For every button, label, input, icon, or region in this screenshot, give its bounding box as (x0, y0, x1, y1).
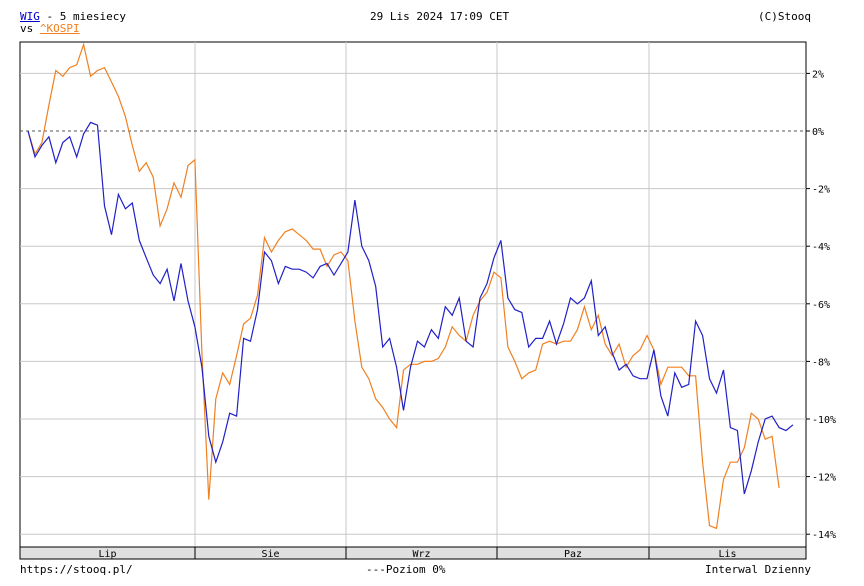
y-axis: 2% 0% -2% -4% -6% -8% -10% -12% -14% (806, 69, 836, 541)
y-tick-label: 2% (812, 69, 824, 80)
series-group (27, 42, 794, 530)
series-line-wig (27, 121, 794, 495)
period-label: - 5 miesiecy (39, 10, 126, 23)
x-axis: Lip Sie Wrz Paz Lis (98, 547, 737, 560)
month-axis-band (19, 546, 807, 560)
zero-level-legend: ---Poziom 0% (366, 563, 446, 576)
y-tick-label: -12% (812, 473, 836, 484)
grid-lines (20, 42, 806, 559)
chart-datetime: 29 Lis 2024 17:09 CET (370, 10, 510, 23)
compare-link[interactable]: ^KOSPI (39, 22, 80, 35)
y-tick-label: -10% (812, 415, 836, 426)
series-line-kospi (27, 42, 780, 530)
compare-line: vs ^KOSPI (20, 22, 80, 35)
y-tick-label: -14% (812, 530, 836, 541)
copyright-label: (C)Stooq (758, 10, 811, 23)
y-tick-label: -2% (812, 185, 830, 196)
y-tick-label: 0% (812, 127, 824, 138)
site-url-link[interactable]: https://stooq.pl/ (20, 563, 133, 576)
y-tick-label: -8% (812, 357, 830, 368)
month-label: Sie (261, 549, 279, 560)
chart-header: WIG - 5 miesiecy (20, 10, 126, 23)
y-tick-label: -4% (812, 242, 830, 253)
symbol-link[interactable]: WIG (20, 10, 40, 23)
y-tick-label: -6% (812, 300, 830, 311)
interval-label: Interwal Dzienny (705, 563, 811, 576)
vs-label: vs (20, 22, 40, 35)
plot-frame (19, 41, 807, 548)
month-label: Lis (718, 549, 736, 560)
month-label: Paz (564, 549, 582, 560)
month-label: Lip (98, 549, 116, 560)
month-label: Wrz (412, 549, 430, 560)
